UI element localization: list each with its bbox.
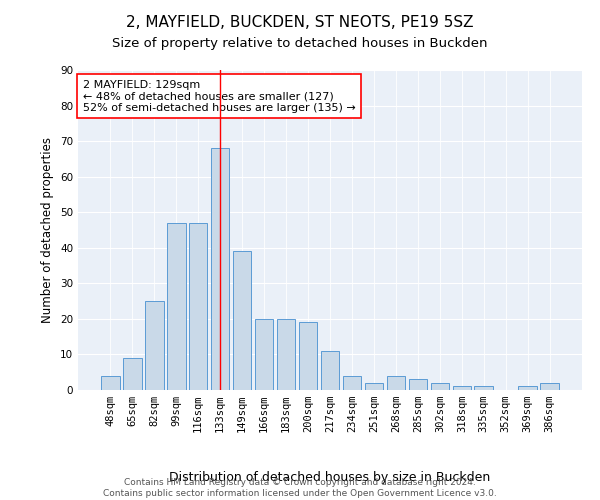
Bar <box>518 386 537 390</box>
Bar <box>386 376 405 390</box>
Bar <box>145 301 164 390</box>
Bar <box>233 252 251 390</box>
Bar <box>277 319 295 390</box>
Bar <box>475 386 493 390</box>
Bar <box>452 386 471 390</box>
Bar <box>211 148 229 390</box>
Text: Size of property relative to detached houses in Buckden: Size of property relative to detached ho… <box>112 38 488 51</box>
Bar <box>541 383 559 390</box>
Bar <box>409 380 427 390</box>
Bar <box>167 223 185 390</box>
Text: 2 MAYFIELD: 129sqm
← 48% of detached houses are smaller (127)
52% of semi-detach: 2 MAYFIELD: 129sqm ← 48% of detached hou… <box>83 80 356 113</box>
Bar <box>299 322 317 390</box>
Bar <box>123 358 142 390</box>
Bar <box>189 223 208 390</box>
Bar <box>320 351 340 390</box>
Bar <box>101 376 119 390</box>
Y-axis label: Number of detached properties: Number of detached properties <box>41 137 55 323</box>
X-axis label: Distribution of detached houses by size in Buckden: Distribution of detached houses by size … <box>169 471 491 484</box>
Bar <box>255 319 274 390</box>
Bar <box>365 383 383 390</box>
Text: 2, MAYFIELD, BUCKDEN, ST NEOTS, PE19 5SZ: 2, MAYFIELD, BUCKDEN, ST NEOTS, PE19 5SZ <box>126 15 474 30</box>
Bar <box>343 376 361 390</box>
Bar <box>431 383 449 390</box>
Text: Contains HM Land Registry data © Crown copyright and database right 2024.
Contai: Contains HM Land Registry data © Crown c… <box>103 478 497 498</box>
